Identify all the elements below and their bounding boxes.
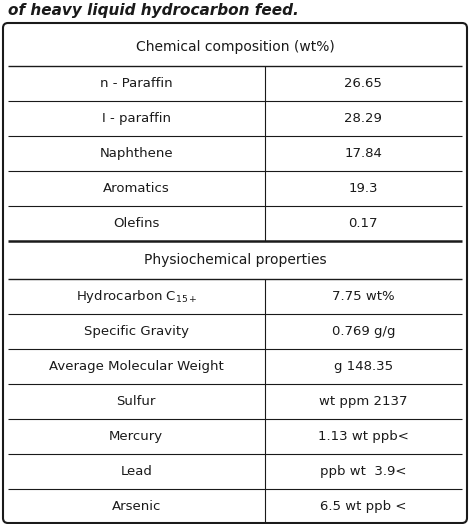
Text: Specific Gravity: Specific Gravity xyxy=(84,325,189,338)
Text: ppb wt  3.9<: ppb wt 3.9< xyxy=(320,465,407,478)
Text: 17.84: 17.84 xyxy=(344,147,382,160)
Text: wt ppm 2137: wt ppm 2137 xyxy=(319,395,408,408)
Text: of heavy liquid hydrocarbon feed.: of heavy liquid hydrocarbon feed. xyxy=(8,3,299,17)
Text: 26.65: 26.65 xyxy=(344,77,382,90)
Text: Hydrocarbon C$_{15+}$: Hydrocarbon C$_{15+}$ xyxy=(75,288,197,305)
Text: 0.17: 0.17 xyxy=(348,217,378,230)
Text: 6.5 wt ppb <: 6.5 wt ppb < xyxy=(320,500,407,513)
Text: Naphthene: Naphthene xyxy=(100,147,173,160)
Text: Arsenic: Arsenic xyxy=(111,500,161,513)
Text: 1.13 wt ppb<: 1.13 wt ppb< xyxy=(318,430,409,443)
Text: n - Paraffin: n - Paraffin xyxy=(100,77,173,90)
Text: Mercury: Mercury xyxy=(109,430,164,443)
Text: Sulfur: Sulfur xyxy=(117,395,156,408)
Text: Aromatics: Aromatics xyxy=(103,182,170,195)
FancyBboxPatch shape xyxy=(3,23,467,523)
Text: I - paraffin: I - paraffin xyxy=(102,112,171,125)
Text: Average Molecular Weight: Average Molecular Weight xyxy=(49,360,224,373)
Text: 0.769 g/g: 0.769 g/g xyxy=(331,325,395,338)
Text: Chemical composition (wt%): Chemical composition (wt%) xyxy=(136,40,334,54)
Text: g 148.35: g 148.35 xyxy=(334,360,393,373)
Text: Physiochemical properties: Physiochemical properties xyxy=(144,253,326,267)
Text: 28.29: 28.29 xyxy=(344,112,382,125)
Text: 7.75 wt%: 7.75 wt% xyxy=(332,290,394,303)
Text: Lead: Lead xyxy=(120,465,152,478)
Text: 19.3: 19.3 xyxy=(348,182,378,195)
Text: Olefins: Olefins xyxy=(113,217,159,230)
